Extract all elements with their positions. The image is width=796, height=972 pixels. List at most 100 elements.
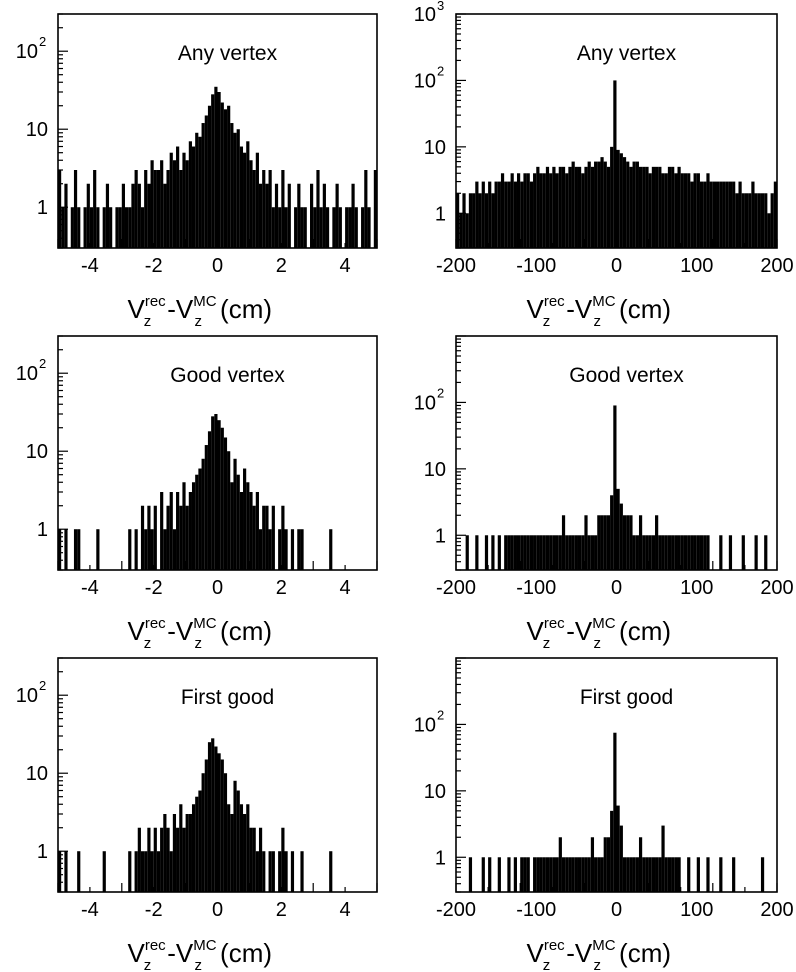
histogram-bin (565, 173, 569, 248)
x-tick-label: -100 (516, 255, 556, 277)
histogram-bin (166, 505, 170, 570)
histogram-bin (294, 207, 298, 248)
histogram-bin (188, 492, 192, 570)
histogram-bin (284, 529, 288, 570)
histogram-bin (204, 759, 208, 892)
histogram-bin (648, 857, 652, 892)
histogram-bin (169, 851, 173, 892)
histogram-bin (610, 810, 614, 892)
histogram-bin (513, 535, 517, 570)
x-tick-label: -4 (81, 577, 99, 599)
histogram-bin (687, 535, 691, 570)
histogram-bin (236, 790, 240, 892)
histogram-bin (600, 515, 604, 570)
histogram-bin (147, 183, 151, 248)
histogram-bin (144, 170, 148, 248)
histogram-bin (271, 851, 275, 892)
panel-annotation: Good vertex (170, 364, 285, 387)
histogram-bin (706, 173, 710, 248)
histogram-bin (648, 535, 652, 570)
histogram-bin (278, 529, 282, 570)
histogram-bin (255, 492, 259, 570)
histogram-bin (558, 166, 562, 248)
histogram-bin (172, 529, 177, 570)
x-tick-label: 4 (340, 577, 351, 599)
histogram-bin (156, 851, 161, 892)
histogram-bin (258, 529, 263, 570)
histogram-bin (373, 170, 377, 248)
histogram-bin (571, 161, 575, 248)
histogram-bin (549, 535, 553, 570)
x-tick-label: -2 (145, 899, 163, 921)
histogram-bin (188, 141, 192, 248)
histogram-bin (354, 207, 358, 248)
histogram-bin (481, 857, 485, 892)
x-tick-label: -2 (145, 577, 163, 599)
y-tick-label: 1 (435, 847, 446, 869)
y-tick-label: 1 (435, 525, 446, 547)
histogram-bin (233, 132, 237, 248)
y-tick-label: 10 (414, 4, 436, 26)
histogram-bin (719, 181, 723, 248)
histogram-bin (507, 181, 511, 248)
y-tick-label: 10 (26, 441, 48, 463)
histogram-bin (732, 181, 736, 248)
histogram-bin (128, 207, 132, 248)
histogram-bin (335, 183, 339, 248)
y-tick-label: 10 (16, 41, 38, 63)
histogram-bin (510, 535, 514, 570)
histogram-bin (64, 529, 68, 570)
histogram-bin (757, 193, 761, 248)
histogram-bin (297, 183, 301, 248)
histogram-bin (300, 851, 304, 892)
histogram-bin (316, 170, 320, 248)
histogram-bin (606, 837, 611, 892)
histogram-bin (632, 161, 636, 248)
x-tick-label: 0 (611, 255, 622, 277)
histogram-bin (748, 193, 752, 248)
histogram-bin (529, 535, 534, 570)
histogram-bin (191, 482, 196, 570)
histogram-bin (699, 535, 704, 570)
histogram-bin (303, 207, 307, 248)
histogram-bin (590, 535, 595, 570)
histogram-bin (262, 505, 266, 570)
histogram-bin (513, 181, 517, 248)
histogram-bin (169, 492, 173, 570)
y-tick-label: 10 (16, 363, 38, 385)
histogram-bin (262, 851, 266, 892)
histogram-bin (281, 170, 285, 248)
y-tick-label: 10 (414, 392, 436, 414)
histogram-bin (137, 183, 141, 248)
histogram-bin (539, 535, 543, 570)
histogram-bin (655, 515, 659, 570)
x-tick-label: 200 (760, 899, 793, 921)
histogram-bin (223, 437, 228, 570)
y-tick-exponent: 2 (39, 356, 46, 371)
histogram-bin (545, 166, 550, 248)
histogram-bin (271, 505, 275, 570)
histogram-bin (741, 193, 745, 248)
histogram-bin (626, 161, 630, 248)
histogram-bin (488, 181, 492, 248)
histogram-bin (475, 535, 479, 570)
histogram-bin (655, 166, 659, 248)
histogram-bin (468, 857, 473, 892)
histogram-bin (571, 857, 575, 892)
histogram-bin (594, 535, 598, 570)
histogram-bin (61, 207, 65, 248)
histogram-bin (664, 173, 668, 248)
histogram-bin (677, 535, 681, 570)
histogram-bin (134, 529, 138, 570)
histogram-bin (683, 173, 688, 248)
histogram-bin (651, 166, 656, 248)
histogram-bin (462, 193, 466, 248)
histogram-bin (616, 488, 620, 570)
histogram-bin (134, 170, 138, 248)
histogram-bin (268, 170, 272, 248)
histogram-bin (255, 851, 259, 892)
histogram-bin (603, 161, 607, 248)
histogram-bin (484, 535, 489, 570)
